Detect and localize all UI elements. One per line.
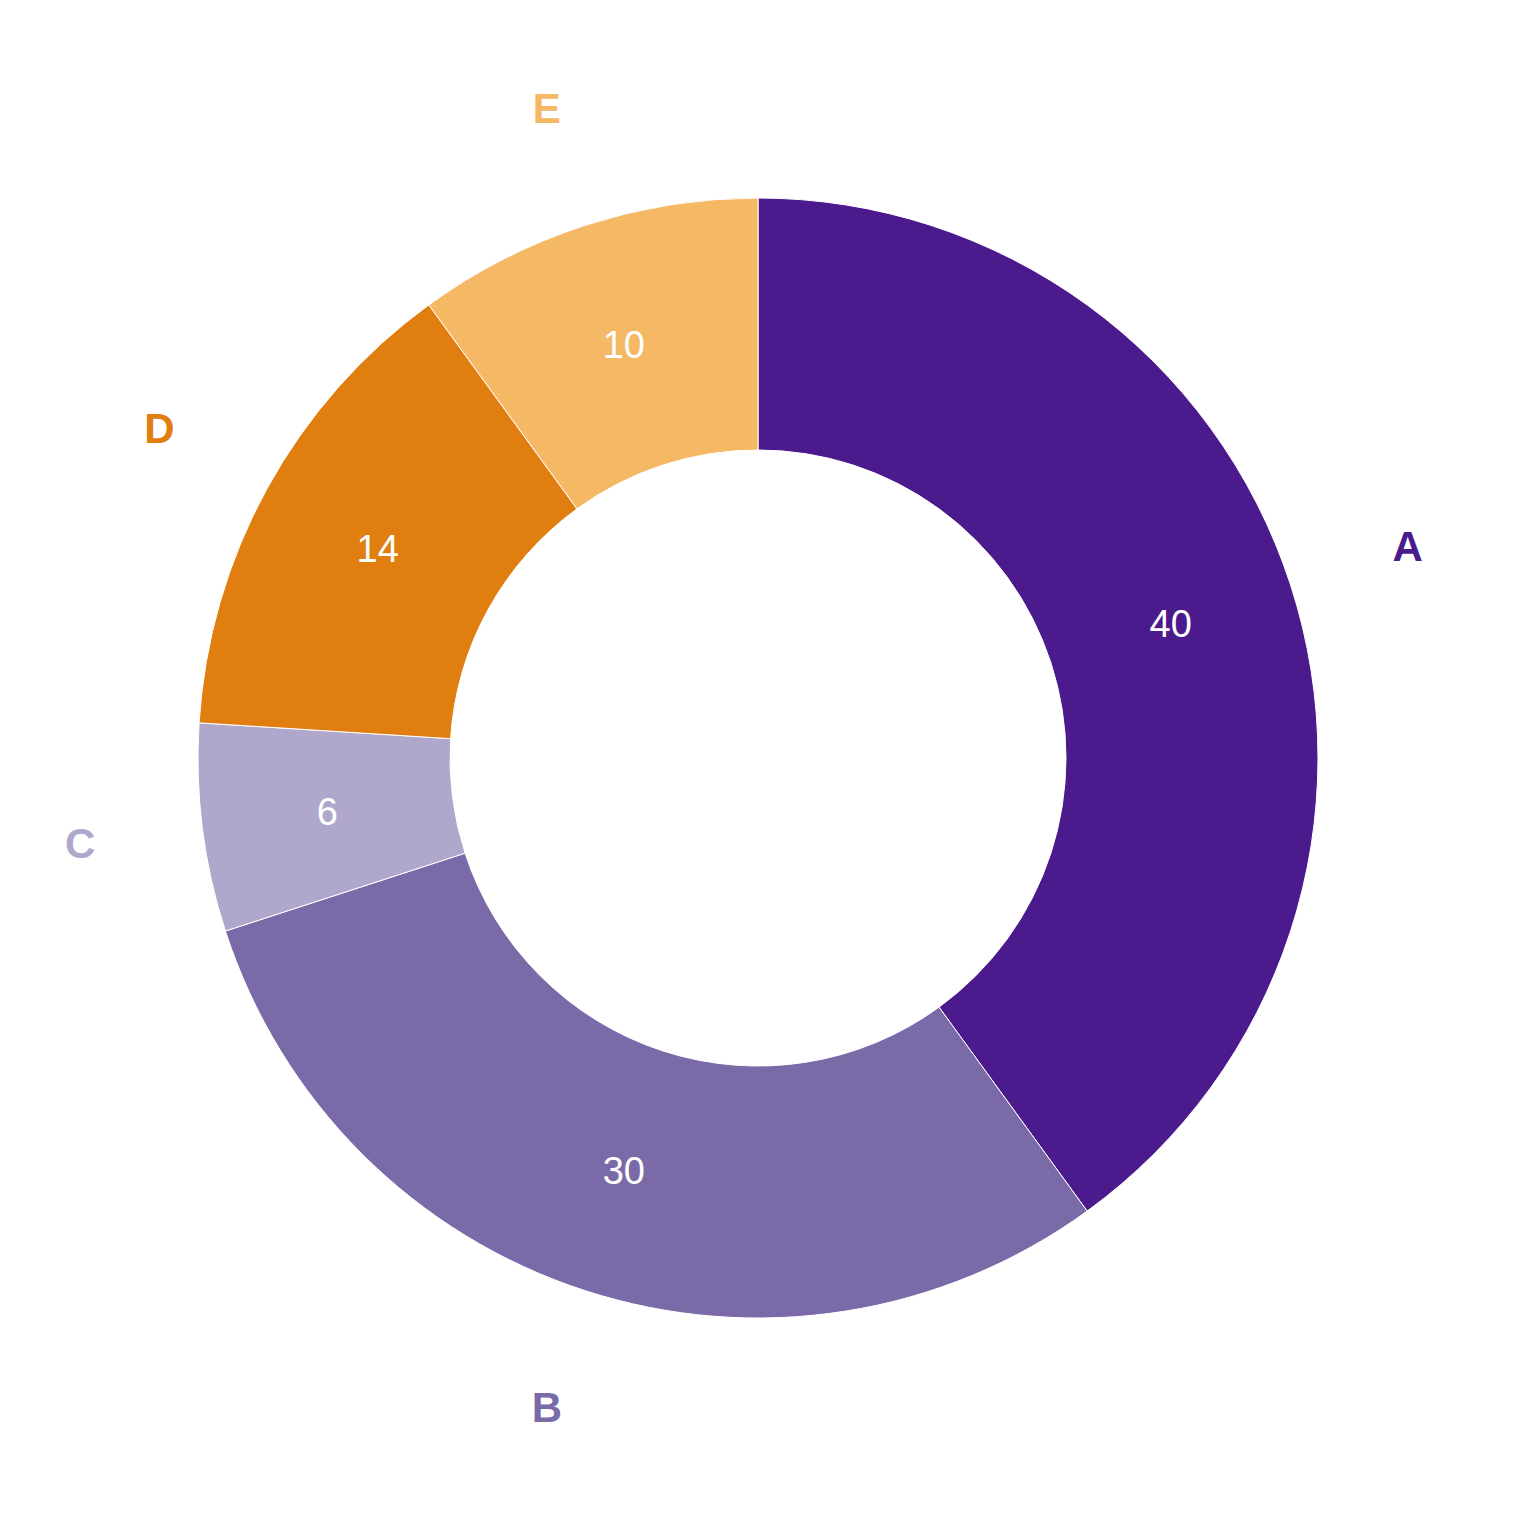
svg-text:E: E — [533, 85, 561, 132]
svg-text:6: 6 — [317, 791, 338, 833]
svg-text:A: A — [1393, 523, 1423, 570]
svg-text:14: 14 — [357, 528, 399, 570]
svg-text:10: 10 — [603, 324, 645, 366]
svg-text:30: 30 — [603, 1150, 645, 1192]
svg-text:C: C — [65, 820, 95, 867]
svg-text:D: D — [144, 405, 174, 452]
svg-text:40: 40 — [1150, 603, 1192, 645]
svg-text:B: B — [532, 1384, 562, 1431]
